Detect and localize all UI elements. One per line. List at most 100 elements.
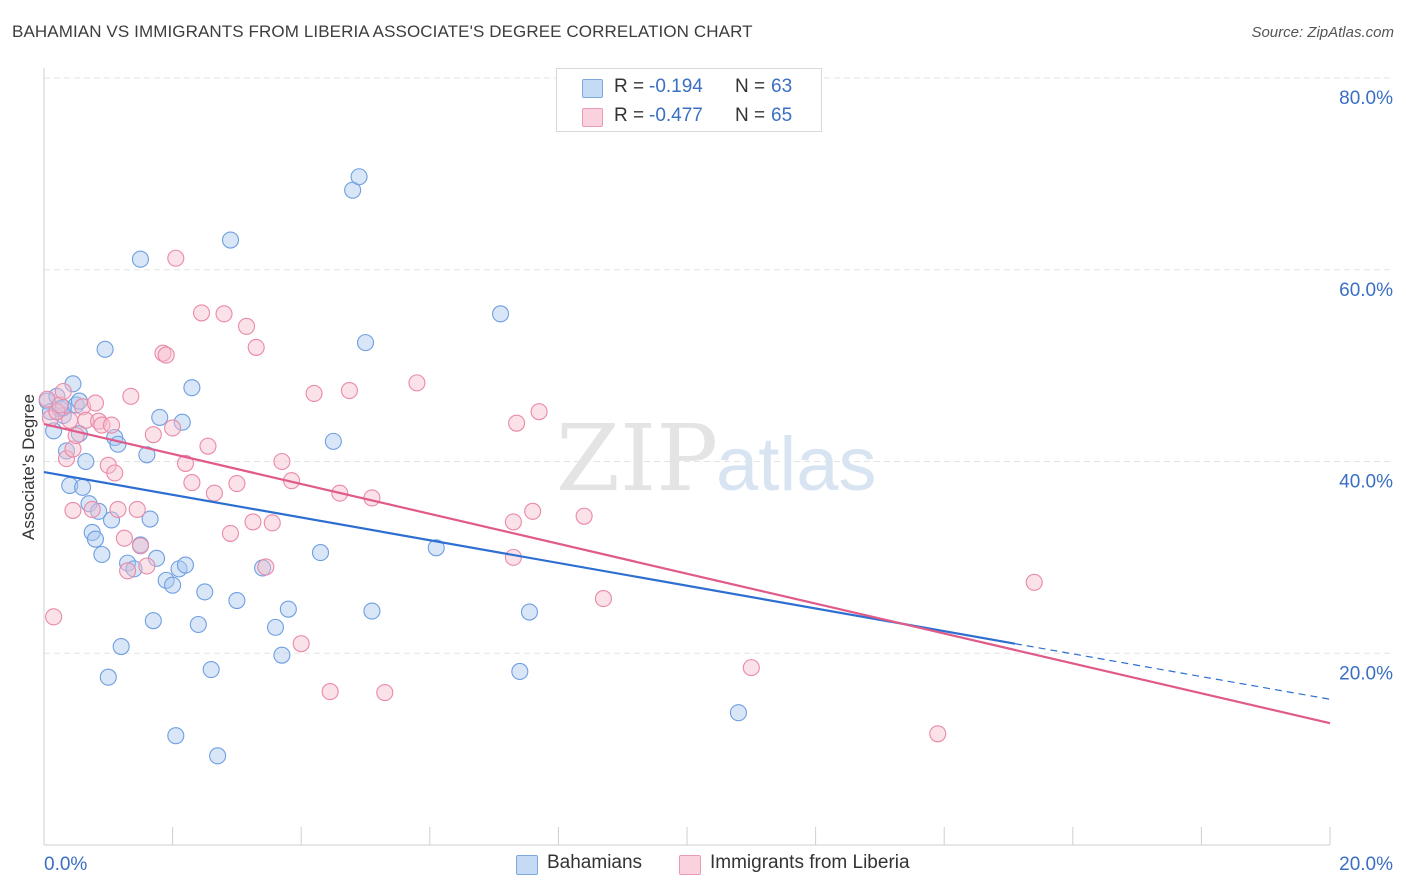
y-tick-label: 40.0% xyxy=(1339,472,1393,493)
point-liberia xyxy=(504,513,522,531)
point-liberia xyxy=(376,684,394,702)
trend-line-bahamians xyxy=(43,470,1016,645)
point-liberia xyxy=(247,338,265,356)
point-bahamians xyxy=(131,250,149,268)
point-bahamians xyxy=(125,560,143,578)
point-bahamians xyxy=(266,618,285,636)
point-bahamians xyxy=(90,502,108,520)
point-bahamians xyxy=(491,305,510,323)
y-tick-label: 20.0% xyxy=(1339,663,1393,684)
point-liberia xyxy=(86,394,104,412)
point-liberia xyxy=(530,403,548,421)
point-liberia xyxy=(257,558,275,576)
point-bahamians xyxy=(209,747,227,765)
point-bahamians xyxy=(279,600,297,618)
point-liberia xyxy=(263,514,281,532)
point-bahamians xyxy=(363,602,381,620)
point-bahamians xyxy=(151,408,169,426)
point-liberia xyxy=(273,452,291,471)
point-liberia xyxy=(64,501,82,519)
point-liberia xyxy=(508,414,526,432)
point-bahamians xyxy=(74,478,92,496)
watermark-atlas: atlas xyxy=(716,422,877,507)
point-bahamians xyxy=(202,660,220,679)
point-liberia xyxy=(93,416,111,434)
point-liberia xyxy=(524,502,542,520)
point-liberia xyxy=(321,683,339,701)
point-liberia xyxy=(228,475,246,493)
point-bahamians xyxy=(102,511,121,529)
trend-lines xyxy=(43,423,1331,725)
point-bahamians xyxy=(99,668,117,686)
point-liberia xyxy=(131,537,149,555)
legend-swatch-liberia xyxy=(679,855,701,875)
point-liberia xyxy=(102,416,121,434)
y-tick-label: 60.0% xyxy=(1339,280,1393,301)
y-tick-label: 80.0% xyxy=(1339,88,1393,109)
point-liberia xyxy=(221,524,240,542)
point-liberia xyxy=(192,304,211,322)
point-liberia xyxy=(157,346,175,364)
correlation-legend: R = -0.194 N = 63 R = -0.477 N = 65 xyxy=(556,68,822,132)
legend-r-value: -0.477 xyxy=(649,105,703,126)
point-liberia xyxy=(305,384,323,402)
point-liberia xyxy=(164,419,182,437)
legend-label-liberia: Immigrants from Liberia xyxy=(710,852,910,873)
point-bahamians xyxy=(138,446,156,464)
point-bahamians xyxy=(520,603,539,621)
point-liberia xyxy=(205,484,223,502)
point-bahamians xyxy=(356,334,375,352)
trend-line-liberia xyxy=(43,423,1331,725)
point-liberia xyxy=(594,590,612,608)
x-tick-label: 0.0% xyxy=(44,854,87,875)
x-tick-label: 20.0% xyxy=(1339,854,1393,875)
point-liberia xyxy=(215,305,233,323)
legend-row-bahamians: R = -0.194 N = 63 xyxy=(557,72,821,102)
point-liberia xyxy=(138,557,156,575)
point-liberia xyxy=(176,454,195,472)
point-bahamians xyxy=(221,231,240,249)
legend-n-value: 65 xyxy=(771,105,793,126)
legend-swatch-bahamians xyxy=(516,855,538,875)
point-bahamians xyxy=(86,530,104,548)
point-liberia xyxy=(929,725,947,743)
point-liberia xyxy=(122,387,140,405)
point-liberia xyxy=(742,659,760,677)
point-liberia xyxy=(244,513,262,531)
point-bahamians xyxy=(729,704,747,722)
legend-n-value: 63 xyxy=(771,76,793,97)
point-liberia xyxy=(183,474,201,492)
point-bahamians xyxy=(189,615,207,634)
watermark-zip: ZIP xyxy=(556,405,718,512)
point-liberia xyxy=(74,398,92,416)
point-bahamians xyxy=(141,510,159,528)
point-liberia xyxy=(408,374,426,392)
watermark: ZIP atlas xyxy=(556,405,877,512)
chart-title: BAHAMIAN VS IMMIGRANTS FROM LIBERIA ASSO… xyxy=(12,22,753,41)
point-liberia xyxy=(109,500,127,518)
point-liberia xyxy=(57,450,76,468)
point-bahamians xyxy=(324,432,342,450)
tick-labels: 20.0% 40.0% 60.0% 80.0% 0.0% 20.0% xyxy=(44,88,1393,875)
point-liberia xyxy=(340,382,358,400)
point-liberia xyxy=(54,382,72,401)
point-bahamians xyxy=(173,413,191,431)
data-points xyxy=(38,168,1043,765)
point-liberia xyxy=(77,411,95,429)
point-liberia xyxy=(83,500,101,518)
point-liberia xyxy=(504,548,522,566)
legend-label-bahamians: Bahamians xyxy=(547,852,643,873)
trend-line-bahamians-extension xyxy=(1014,643,1331,700)
point-liberia xyxy=(119,562,137,580)
legend-n-label: N = xyxy=(735,105,766,126)
point-bahamians xyxy=(164,576,182,594)
point-liberia xyxy=(61,411,79,429)
point-liberia xyxy=(115,529,133,547)
legend-r-label: R = xyxy=(614,105,645,126)
point-liberia xyxy=(363,489,381,507)
point-liberia xyxy=(45,608,63,626)
legend-r-label: R = xyxy=(614,76,645,97)
legend-n-label: N = xyxy=(735,76,766,97)
point-liberia xyxy=(575,507,593,525)
